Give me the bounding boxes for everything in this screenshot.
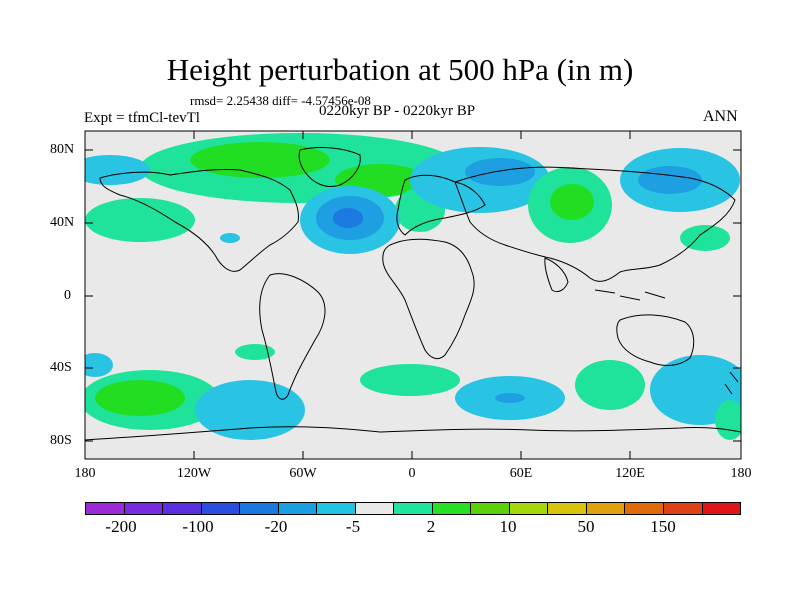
coast-india xyxy=(544,257,569,293)
lon-label-180e: 180 xyxy=(730,466,752,481)
colorbar-swatch xyxy=(86,503,125,514)
contour-green-asia-core xyxy=(550,184,594,220)
colorbar-swatch xyxy=(509,503,549,514)
plot-title: Height perturbation at 500 hPa (in m) xyxy=(166,52,634,87)
lon-label-0: 0 xyxy=(408,466,416,481)
map-frame xyxy=(84,130,742,460)
colorbar-swatch xyxy=(317,503,356,514)
colorbar-label: 150 xyxy=(650,517,676,536)
colorbar-swatch xyxy=(278,503,318,514)
colorbar-label: 10 xyxy=(499,517,517,536)
coast-greenland xyxy=(298,147,361,187)
contour-green-north-core xyxy=(190,142,330,178)
coast-new-zealand xyxy=(724,371,739,395)
lat-label-40n: 40N xyxy=(50,215,75,230)
colorbar-swatch xyxy=(663,503,703,514)
experiment-label: Expt = tfmCl-tevTl xyxy=(84,110,200,126)
period-label: 0220kyr BP - 0220kyr BP xyxy=(319,103,476,119)
colorbar-label: -200 xyxy=(105,517,137,536)
contour-blue-atlantic-core xyxy=(333,208,363,228)
coast-africa xyxy=(382,238,475,360)
lon-label-120w: 120W xyxy=(176,466,212,481)
colorbar-swatch xyxy=(702,503,741,514)
coast-north-america xyxy=(99,168,299,272)
coast-australia xyxy=(616,314,695,366)
coast-south-america xyxy=(259,273,326,400)
colorbar-label: -5 xyxy=(345,517,361,536)
contour-blue-south-right xyxy=(650,355,741,425)
lon-label-120e: 120E xyxy=(615,466,645,481)
lon-label-60e: 60E xyxy=(509,466,533,481)
contour-green-south-atlantic xyxy=(360,364,460,396)
axis-ticks xyxy=(85,131,741,459)
coast-antarctica xyxy=(85,426,741,441)
lon-label-60w: 60W xyxy=(289,466,317,481)
colorbar-swatch xyxy=(471,503,510,514)
colorbar-label: -20 xyxy=(264,517,288,536)
colorbar-swatch xyxy=(432,503,472,514)
colorbar-swatch xyxy=(124,503,164,514)
colorbar-swatch xyxy=(163,503,202,514)
contour-blue-small xyxy=(220,233,240,243)
contour-green-south-indian xyxy=(575,360,645,410)
lat-label-0: 0 xyxy=(64,288,71,303)
contour-green-south-right xyxy=(715,400,741,440)
contour-green-small-south xyxy=(235,344,275,360)
contour-blue-south-indian-core xyxy=(495,393,525,403)
colorbar-swatch xyxy=(394,503,433,514)
colorbar-label: -100 xyxy=(182,517,214,536)
contour-blue-pacific-left xyxy=(85,155,150,185)
colorbar-label: 50 xyxy=(577,517,595,536)
colorbar-swatch xyxy=(586,503,626,514)
colorbar xyxy=(85,502,741,515)
season-label: ANN xyxy=(703,108,738,125)
stats-label: rmsd= 2.25438 diff= -4.57456e-08 xyxy=(190,93,371,108)
colorbar-swatch xyxy=(201,503,241,514)
lat-label-40s: 40S xyxy=(50,360,72,375)
contour-blue-siberia-inner xyxy=(638,166,702,194)
coast-indonesia xyxy=(594,289,666,301)
contour-blue-arctic-inner xyxy=(465,158,535,186)
contour-green-south-pacific-core xyxy=(95,380,185,416)
contour-blue-south-left xyxy=(85,353,113,377)
colorbar-swatch xyxy=(548,503,587,514)
lon-label-180w: 180 xyxy=(74,466,96,481)
contour-green-pacific xyxy=(85,198,195,242)
colorbar-swatch xyxy=(625,503,664,514)
coast-asia xyxy=(454,166,736,282)
contour-green-pacific-right xyxy=(680,225,730,251)
coastlines xyxy=(85,147,741,441)
lat-label-80n: 80N xyxy=(50,142,75,157)
lat-label-80s: 80S xyxy=(50,433,72,448)
colorbar-label: 2 xyxy=(426,517,436,536)
colorbar-swatch xyxy=(240,503,279,514)
colorbar-swatch xyxy=(355,503,395,514)
